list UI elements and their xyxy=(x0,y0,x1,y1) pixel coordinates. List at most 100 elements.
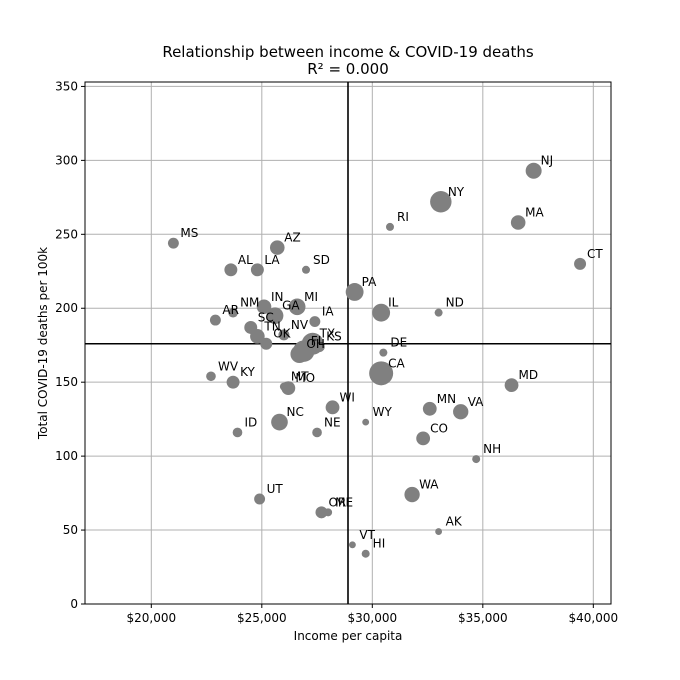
point-label-nj: NJ xyxy=(541,154,554,168)
x-tick-label: $25,000 xyxy=(237,611,287,625)
y-tick-label: 300 xyxy=(55,153,78,167)
point-label-hi: HI xyxy=(373,537,386,551)
point-label-co: CO xyxy=(430,421,448,435)
point-or xyxy=(315,506,328,519)
point-label-fl: FL xyxy=(311,334,325,348)
point-ut xyxy=(254,493,266,505)
point-label-al: AL xyxy=(238,253,253,267)
y-tick-label: 250 xyxy=(55,227,78,241)
point-label-sd: SD xyxy=(313,253,330,267)
point-ia xyxy=(309,316,321,328)
point-label-ny: NY xyxy=(448,185,465,199)
point-pa xyxy=(345,283,364,301)
point-label-wy: WY xyxy=(373,405,393,419)
point-label-tn: TN xyxy=(263,319,280,333)
point-label-va: VA xyxy=(468,395,484,409)
point-label-ne: NE xyxy=(324,415,341,429)
point-ri xyxy=(385,222,394,231)
point-ak xyxy=(435,528,443,535)
point-label-ks: KS xyxy=(326,330,342,344)
point-label-nc: NC xyxy=(286,405,303,419)
point-label-ar: AR xyxy=(222,303,239,317)
point-label-az: AZ xyxy=(284,231,300,245)
point-label-sc: SC xyxy=(258,310,274,324)
point-nh xyxy=(472,455,481,464)
point-ms xyxy=(167,237,179,249)
point-label-nv: NV xyxy=(291,318,309,332)
point-tn xyxy=(250,329,265,344)
point-label-me: ME xyxy=(335,495,353,509)
x-tick-label: $30,000 xyxy=(347,611,397,625)
y-axis-label: Total COVID-19 deaths per 100k xyxy=(36,247,50,440)
point-label-ky: KY xyxy=(240,365,255,379)
point-label-ak: AK xyxy=(446,515,463,529)
point-label-mn: MN xyxy=(437,392,456,406)
point-oh xyxy=(290,345,309,364)
point-de xyxy=(379,348,388,357)
point-label-ct: CT xyxy=(587,247,603,261)
point-label-il: IL xyxy=(388,296,399,310)
point-ma xyxy=(510,215,526,230)
point-label-or: OR xyxy=(328,495,346,509)
point-ky xyxy=(226,375,240,389)
y-tick-label: 200 xyxy=(55,301,78,315)
point-label-ri: RI xyxy=(397,210,409,224)
y-tick-label: 150 xyxy=(55,375,78,389)
point-label-mo: MO xyxy=(295,371,315,385)
point-mi xyxy=(288,298,306,316)
point-nv xyxy=(278,329,290,341)
x-tick-label: $40,000 xyxy=(569,611,619,625)
point-wv xyxy=(206,371,216,382)
point-label-wi: WI xyxy=(340,390,355,404)
point-vt xyxy=(349,541,356,549)
point-label-oh: OH xyxy=(306,337,324,351)
point-label-de: DE xyxy=(390,336,407,350)
point-label-tx: TX xyxy=(319,327,336,341)
point-co xyxy=(416,431,431,446)
point-label-ok: OK xyxy=(273,327,291,341)
point-sd xyxy=(302,265,311,274)
point-wi xyxy=(325,400,340,415)
point-label-ma: MA xyxy=(525,205,544,219)
point-me xyxy=(324,508,333,517)
point-az xyxy=(269,240,285,255)
point-in xyxy=(256,299,272,315)
mean-lines xyxy=(85,82,611,604)
point-label-mi: MI xyxy=(304,290,318,304)
point-md xyxy=(504,378,519,393)
point-wy xyxy=(362,418,370,426)
plot-frame xyxy=(84,81,612,605)
point-nc xyxy=(271,413,288,431)
point-ny xyxy=(430,191,452,213)
point-ok xyxy=(260,337,273,350)
point-il xyxy=(372,303,391,322)
point-ct xyxy=(574,257,587,270)
point-nd xyxy=(434,308,443,317)
x-tick-label: $35,000 xyxy=(458,611,508,625)
y-tick-label: 100 xyxy=(55,449,78,463)
point-mo xyxy=(281,381,296,396)
y-axis-ticks: 0 50 100 150 200 250 300 350 xyxy=(55,79,85,611)
point-ks xyxy=(313,341,325,353)
point-label-nm: NM xyxy=(240,296,259,310)
point-label-ms: MS xyxy=(180,226,198,240)
point-label-md: MD xyxy=(519,368,539,382)
y-tick-label: 50 xyxy=(63,523,78,537)
point-label-wv: WV xyxy=(218,359,239,373)
point-ne xyxy=(312,427,322,438)
point-va xyxy=(453,404,469,420)
point-label-in: IN xyxy=(271,290,284,304)
point-label-nh: NH xyxy=(483,442,501,456)
x-axis-ticks: $20,000 $25,000 $30,000 $35,000 $40,000 xyxy=(126,604,618,625)
point-la xyxy=(250,263,264,277)
point-label-mt: MT xyxy=(291,370,309,384)
point-label-vt: VT xyxy=(359,528,375,542)
point-label-id: ID xyxy=(244,415,257,429)
point-label-ca: CA xyxy=(388,356,405,370)
y-tick-label: 350 xyxy=(55,79,78,93)
chart-subtitle: R² = 0.000 xyxy=(307,60,388,78)
chart-title: Relationship between income & COVID-19 d… xyxy=(162,43,534,61)
